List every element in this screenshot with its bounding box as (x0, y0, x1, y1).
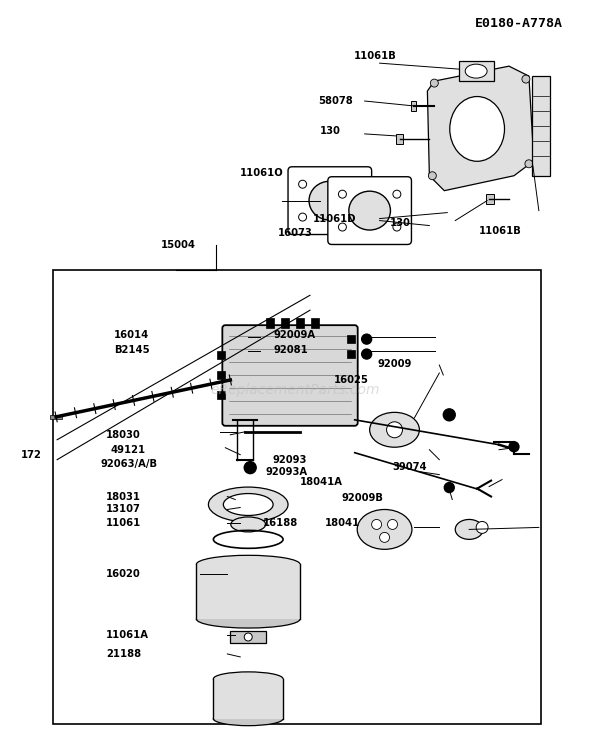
Bar (347, 350, 355, 358)
Text: B2145: B2145 (114, 345, 149, 355)
Circle shape (393, 190, 401, 198)
Ellipse shape (214, 672, 283, 686)
Text: 130: 130 (320, 126, 341, 136)
Ellipse shape (357, 510, 412, 549)
Bar (214, 679, 283, 719)
Circle shape (525, 160, 533, 167)
Circle shape (386, 422, 402, 437)
Text: 39074: 39074 (392, 461, 427, 472)
Bar (196, 564, 300, 619)
Text: 11061B: 11061B (354, 51, 396, 61)
Text: 92081: 92081 (273, 345, 308, 355)
Text: eReplacementParts.com: eReplacementParts.com (210, 383, 380, 397)
Bar (486, 193, 494, 204)
Circle shape (244, 462, 256, 474)
Bar (53, 270, 541, 724)
Text: 21188: 21188 (106, 649, 141, 659)
Text: 16014: 16014 (114, 330, 149, 340)
Text: 16073: 16073 (278, 228, 313, 237)
Bar (459, 61, 494, 81)
Circle shape (522, 75, 530, 83)
Text: 18041A: 18041A (300, 477, 343, 487)
Ellipse shape (196, 610, 300, 628)
Ellipse shape (370, 412, 419, 447)
Circle shape (339, 190, 346, 198)
Text: 13107: 13107 (106, 504, 141, 515)
Text: 16020: 16020 (106, 569, 140, 580)
Text: 11061B: 11061B (479, 225, 522, 236)
Ellipse shape (214, 712, 283, 725)
FancyBboxPatch shape (222, 325, 358, 426)
Text: 15004: 15004 (160, 240, 196, 251)
Text: 92093A: 92093A (265, 466, 307, 477)
Text: 16188: 16188 (263, 519, 299, 528)
Bar (395, 134, 404, 144)
Circle shape (379, 533, 389, 542)
Circle shape (362, 334, 372, 344)
Text: 49121: 49121 (111, 445, 146, 455)
FancyBboxPatch shape (328, 177, 411, 245)
Polygon shape (427, 66, 534, 190)
Polygon shape (50, 415, 62, 419)
Text: 11061D: 11061D (313, 214, 356, 224)
Circle shape (353, 180, 361, 188)
Text: 11061: 11061 (106, 519, 141, 528)
Circle shape (443, 409, 455, 421)
Text: 16025: 16025 (334, 375, 369, 385)
Text: 130: 130 (389, 217, 411, 228)
Ellipse shape (309, 182, 350, 220)
Text: 92093: 92093 (272, 455, 306, 465)
Circle shape (430, 79, 438, 87)
Bar (217, 371, 225, 379)
Bar (532, 76, 550, 176)
Ellipse shape (465, 64, 487, 78)
Text: 58078: 58078 (318, 96, 353, 106)
Circle shape (388, 519, 398, 530)
FancyBboxPatch shape (288, 167, 372, 234)
Ellipse shape (349, 191, 391, 230)
Circle shape (509, 442, 519, 452)
Bar (347, 335, 355, 343)
Text: 11061A: 11061A (106, 630, 149, 640)
Text: 92009A: 92009A (273, 330, 315, 340)
Bar (266, 318, 274, 328)
Text: 18041: 18041 (325, 519, 360, 528)
Bar (217, 351, 225, 359)
Text: 11061O: 11061O (240, 167, 284, 178)
Circle shape (428, 172, 437, 180)
Circle shape (299, 180, 307, 188)
Bar (311, 318, 319, 328)
Text: 92009B: 92009B (342, 493, 384, 502)
Bar (411, 101, 417, 111)
Circle shape (362, 349, 372, 359)
Circle shape (393, 223, 401, 231)
Bar (230, 631, 266, 643)
Ellipse shape (208, 487, 288, 522)
Ellipse shape (224, 493, 273, 516)
Circle shape (476, 522, 488, 533)
Ellipse shape (455, 519, 483, 539)
Circle shape (372, 519, 382, 530)
Bar (281, 318, 289, 328)
Circle shape (299, 213, 307, 221)
Circle shape (444, 483, 454, 493)
Text: 92009: 92009 (378, 359, 412, 369)
Ellipse shape (231, 517, 266, 532)
Text: E0180-A778A: E0180-A778A (475, 17, 563, 31)
Text: 18030: 18030 (106, 430, 140, 440)
Text: 92063/A/B: 92063/A/B (101, 458, 158, 469)
Text: 172: 172 (21, 449, 42, 460)
Circle shape (353, 213, 361, 221)
Ellipse shape (196, 555, 300, 573)
Bar (217, 391, 225, 399)
Bar (296, 318, 304, 328)
Circle shape (244, 633, 252, 641)
Circle shape (339, 223, 346, 231)
Ellipse shape (450, 97, 504, 161)
Text: 18031: 18031 (106, 492, 141, 501)
